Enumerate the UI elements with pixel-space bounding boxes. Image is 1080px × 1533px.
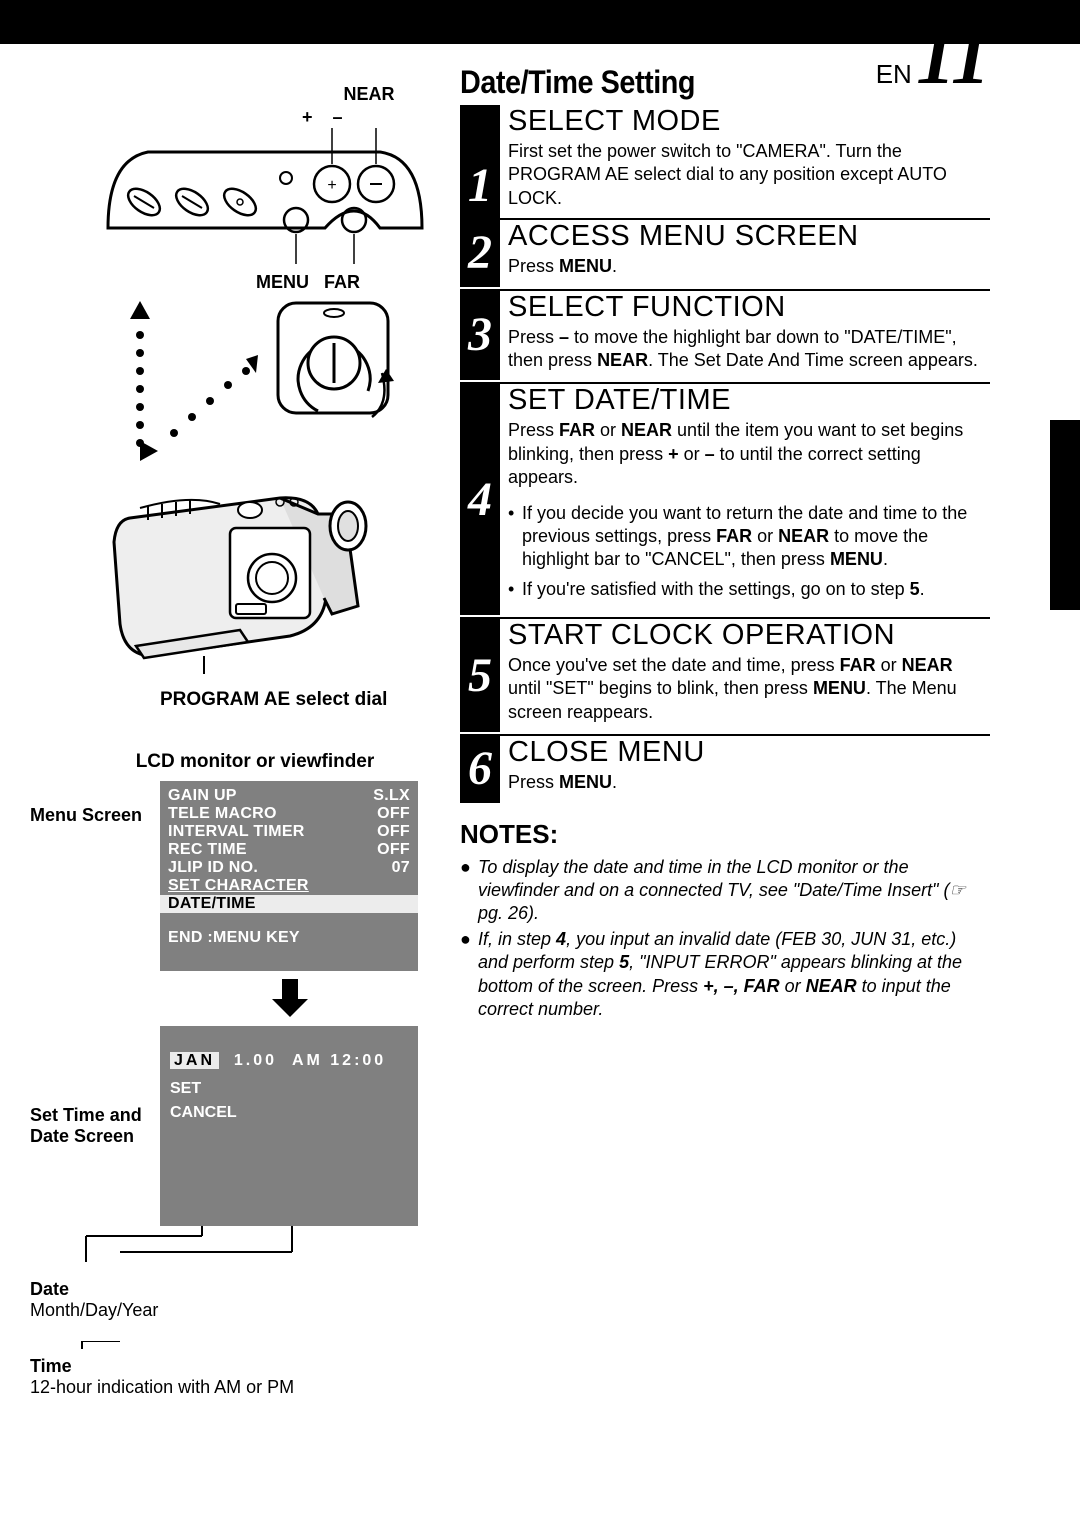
time-annotation: Time 12-hour indication with AM or PM	[30, 1356, 430, 1398]
step-number-box: 1	[460, 105, 500, 218]
main-title: Date/Time Setting	[460, 64, 937, 101]
lcd-title: LCD monitor or viewfinder	[80, 751, 430, 773]
set-date-row: JAN 1.00 AM 12:00	[170, 1052, 408, 1070]
camcorder-illustration	[100, 458, 410, 678]
step-title: START CLOCK OPERATION	[508, 619, 990, 652]
control-panel-diagram: +	[100, 128, 430, 268]
step-body: Press – to move the highlight bar down t…	[508, 326, 990, 373]
step-title: SET DATE/TIME	[508, 384, 990, 417]
step-body: Once you've set the date and time, press…	[508, 654, 990, 724]
svg-text:+: +	[327, 177, 336, 194]
menu-item: REC TIMEOFF	[168, 841, 410, 859]
step-body: Press FAR or NEAR until the item you wan…	[508, 419, 990, 601]
menu-item: JLIP ID NO.07	[168, 859, 410, 877]
note-item: To display the date and time in the LCD …	[478, 856, 990, 926]
menu-screen-label: Menu Screen	[30, 781, 160, 826]
annotation-connectors	[30, 1224, 430, 1264]
notes-list: ●To display the date and time in the LCD…	[460, 856, 990, 1022]
menu-screen: GAIN UPS.LX TELE MACROOFF INTERVAL TIMER…	[160, 781, 418, 971]
dotted-arrow-and-dial	[100, 293, 440, 473]
menu-item: GAIN UPS.LX	[168, 787, 410, 805]
step-title: SELECT MODE	[508, 105, 990, 138]
step-title: CLOSE MENU	[508, 736, 990, 769]
step-title: ACCESS MENU SCREEN	[508, 220, 990, 253]
set-date-time-screen: JAN 1.00 AM 12:00 SET CANCEL	[160, 1026, 418, 1226]
step-body: First set the power switch to "CAMERA". …	[508, 140, 990, 210]
menu-item: TELE MACROOFF	[168, 805, 410, 823]
step-body: Press MENU.	[508, 255, 990, 278]
notes-heading: NOTES:	[460, 819, 990, 850]
step-body: Press MENU.	[508, 771, 990, 794]
note-item: If, in step 4, you input an invalid date…	[478, 928, 990, 1022]
menu-item: SET CHARACTER	[168, 877, 410, 895]
side-tab	[1050, 420, 1080, 610]
program-ae-label: PROGRAM AE select dial	[160, 689, 430, 711]
menu-end: END :MENU KEY	[168, 929, 410, 947]
step-number-box: 5	[460, 619, 500, 732]
step-title: SELECT FUNCTION	[508, 291, 990, 324]
step-number-box: 4	[460, 384, 500, 615]
plus-minus-labels: + –	[302, 107, 430, 128]
set-option: SET	[170, 1080, 408, 1098]
step-number-box: 6	[460, 736, 500, 802]
annotation-line	[30, 1341, 230, 1351]
cancel-option: CANCEL	[170, 1104, 408, 1122]
menu-far-labels: MENU FAR	[256, 272, 430, 293]
step-number-box: 3	[460, 291, 500, 381]
set-screen-label: Set Time andDate Screen	[30, 1105, 160, 1147]
date-annotation: Date Month/Day/Year	[30, 1279, 430, 1321]
menu-item: INTERVAL TIMEROFF	[168, 823, 410, 841]
arrow-down-icon	[30, 971, 430, 1021]
step-number-box: 2	[460, 220, 500, 286]
near-label: NEAR	[308, 84, 430, 105]
menu-item-selected: DATE/TIME	[160, 895, 418, 913]
